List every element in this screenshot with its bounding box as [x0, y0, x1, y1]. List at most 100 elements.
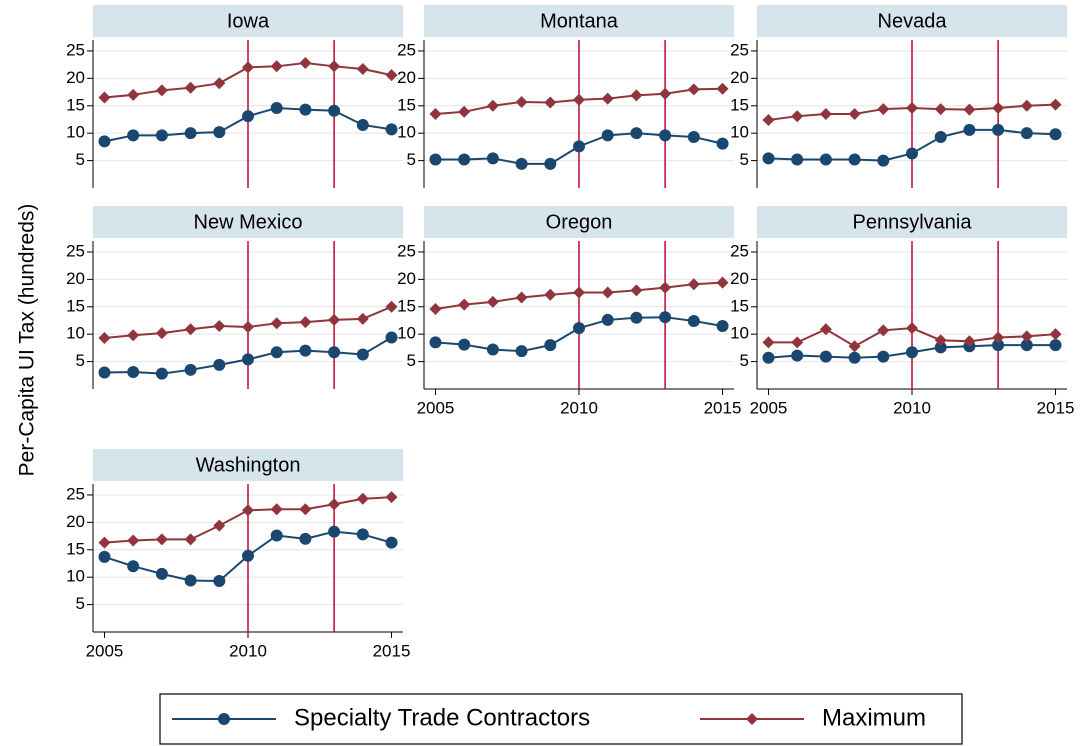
y-tick-label: 25 [730, 241, 749, 260]
marker [992, 339, 1005, 352]
legend-marker [218, 713, 230, 725]
y-tick-label: 15 [66, 95, 85, 114]
y-tick-label: 15 [397, 296, 416, 315]
marker [819, 108, 832, 120]
marker [299, 503, 312, 516]
marker [127, 534, 140, 547]
marker [601, 286, 614, 299]
marker [819, 350, 832, 363]
legend-label: Specialty Trade Contractors [294, 704, 590, 731]
panel-title: Pennsylvania [853, 211, 973, 233]
marker [155, 567, 168, 580]
marker [458, 153, 471, 166]
marker [98, 135, 111, 148]
marker [687, 83, 700, 96]
y-tick-label: 10 [397, 324, 416, 343]
x-tick-label: 2015 [1037, 398, 1075, 417]
marker [659, 87, 672, 100]
marker [659, 281, 672, 294]
marker [573, 322, 585, 335]
marker [1049, 328, 1062, 341]
marker [1049, 339, 1062, 352]
y-tick-label: 25 [397, 241, 416, 260]
x-tick-label: 2005 [750, 398, 788, 417]
marker [242, 504, 254, 517]
marker [127, 129, 140, 142]
marker [155, 84, 168, 97]
marker [1049, 128, 1062, 141]
marker [716, 276, 729, 289]
y-tick-label: 10 [66, 324, 85, 343]
marker [486, 295, 499, 308]
marker [98, 536, 111, 549]
y-tick-label: 25 [66, 40, 85, 59]
marker [385, 536, 398, 549]
marker [270, 529, 283, 542]
marker [515, 157, 528, 170]
marker [356, 312, 369, 325]
marker [762, 336, 775, 349]
marker [762, 351, 775, 364]
marker [385, 331, 398, 344]
y-tick-label: 5 [407, 150, 416, 169]
marker [299, 344, 312, 357]
marker [155, 129, 168, 142]
marker [98, 366, 111, 379]
marker [184, 127, 197, 140]
marker [299, 532, 312, 545]
marker [601, 92, 614, 105]
marker [1020, 330, 1033, 343]
marker [356, 63, 369, 76]
marker [328, 313, 341, 326]
panel-title: Oregon [546, 211, 613, 233]
marker [992, 123, 1005, 136]
marker [458, 338, 471, 351]
y-tick-label: 5 [407, 351, 416, 370]
marker [877, 324, 890, 337]
marker [515, 291, 528, 304]
marker [213, 575, 226, 588]
marker [127, 366, 140, 379]
marker [544, 157, 557, 170]
marker [98, 332, 111, 345]
y-tick-label: 5 [76, 150, 85, 169]
marker [98, 550, 111, 563]
marker [992, 331, 1005, 344]
marker [385, 491, 398, 504]
marker [573, 140, 585, 153]
marker [963, 103, 976, 116]
y-tick-label: 20 [730, 68, 749, 87]
marker [791, 110, 804, 123]
legend-label: Maximum [822, 704, 926, 731]
panel-title: New Mexico [194, 211, 303, 233]
marker [242, 549, 254, 562]
x-tick-label: 2010 [560, 398, 598, 417]
marker [328, 346, 341, 359]
marker [429, 153, 442, 166]
marker [184, 533, 197, 546]
marker [213, 77, 226, 90]
marker [328, 525, 341, 538]
y-tick-label: 5 [740, 351, 749, 370]
marker [270, 101, 283, 114]
marker [848, 351, 861, 364]
marker [127, 560, 140, 573]
y-tick-label: 10 [730, 123, 749, 142]
marker [429, 108, 442, 120]
marker [630, 311, 643, 324]
marker [716, 82, 729, 95]
marker [1020, 127, 1033, 140]
marker [819, 153, 832, 166]
marker [486, 99, 499, 112]
marker [877, 350, 890, 363]
marker [184, 574, 197, 587]
marker [906, 322, 918, 335]
y-tick-label: 5 [76, 594, 85, 613]
marker [906, 147, 918, 160]
legend-marker [746, 713, 758, 725]
marker [429, 302, 442, 315]
panel-title: Washington [196, 454, 301, 476]
marker [458, 298, 471, 311]
marker [299, 103, 312, 116]
